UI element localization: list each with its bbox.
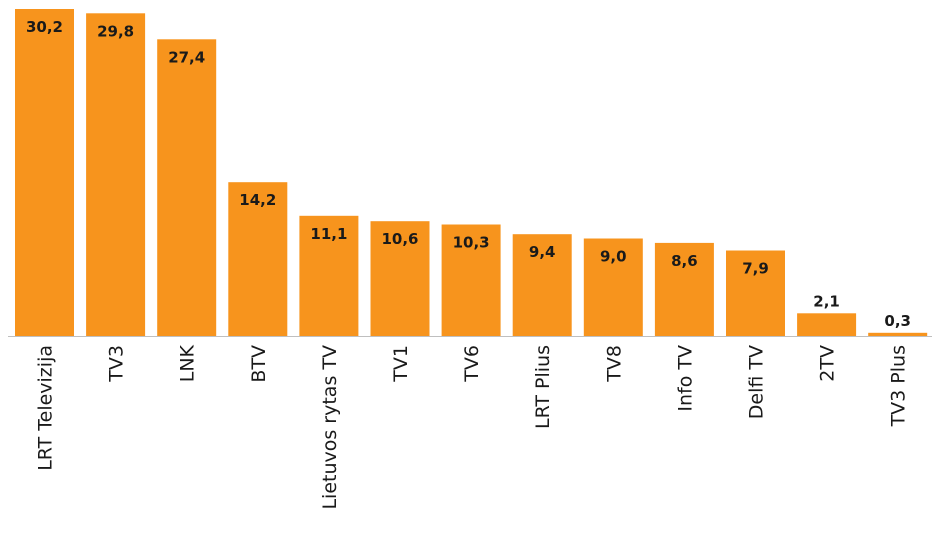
- value-labels-group: 30,2 29,8 27,4 14,2 11,1 10,6 10,3 9,4 9,0 8,6 7,9…: [26, 18, 911, 330]
- category-label: LRT Plius: [532, 345, 554, 429]
- bar-lrt-televizija: [15, 9, 74, 336]
- bar-tv3: [86, 13, 146, 337]
- bars-group: [15, 9, 928, 337]
- value-label: 30,2: [26, 18, 63, 36]
- category-label: Delfi TV: [746, 345, 768, 419]
- value-label: 29,8: [97, 22, 134, 40]
- bar-2tv: [797, 313, 857, 336]
- category-label: LRT Televizija: [35, 345, 57, 471]
- value-label: 7,9: [742, 260, 769, 278]
- bar-tv8: [583, 238, 643, 336]
- bar-lnk: [157, 39, 217, 337]
- category-labels-group: LRT Televizija TV3 LNK BTV Lietuvos rytas TV…: [35, 344, 910, 509]
- bar-lietuvos-rytas-tv: [299, 215, 359, 336]
- bar-delfi-tv: [726, 250, 785, 336]
- bar-lrt-plius: [512, 234, 572, 336]
- value-label: 8,6: [671, 252, 698, 270]
- bar-tv6: [441, 224, 501, 336]
- category-label: TV3: [106, 345, 128, 383]
- value-label: 11,1: [310, 225, 347, 243]
- value-label: 10,3: [453, 234, 490, 252]
- value-label: 27,4: [168, 48, 205, 66]
- value-label: 9,0: [600, 248, 627, 266]
- value-label: 14,2: [239, 191, 276, 209]
- category-label: TV3 Plus: [888, 345, 910, 427]
- value-label: 0,3: [884, 312, 911, 330]
- category-label: Lietuvos rytas TV: [319, 345, 341, 510]
- category-label: TV1: [390, 345, 412, 383]
- category-label: TV8: [603, 345, 625, 383]
- bar-tv3-plus: [868, 332, 928, 336]
- category-label: BTV: [248, 345, 270, 383]
- bar-btv: [228, 182, 288, 336]
- category-label: Info TV: [674, 345, 696, 412]
- value-label: 2,1: [813, 292, 840, 310]
- bar-info-tv: [654, 242, 714, 336]
- category-label: LNK: [177, 344, 199, 382]
- value-label: 10,6: [381, 230, 418, 248]
- bar-tv1: [370, 221, 430, 336]
- value-label: 9,4: [529, 243, 556, 261]
- category-label: TV6: [461, 345, 483, 383]
- category-label: 2TV: [817, 345, 839, 382]
